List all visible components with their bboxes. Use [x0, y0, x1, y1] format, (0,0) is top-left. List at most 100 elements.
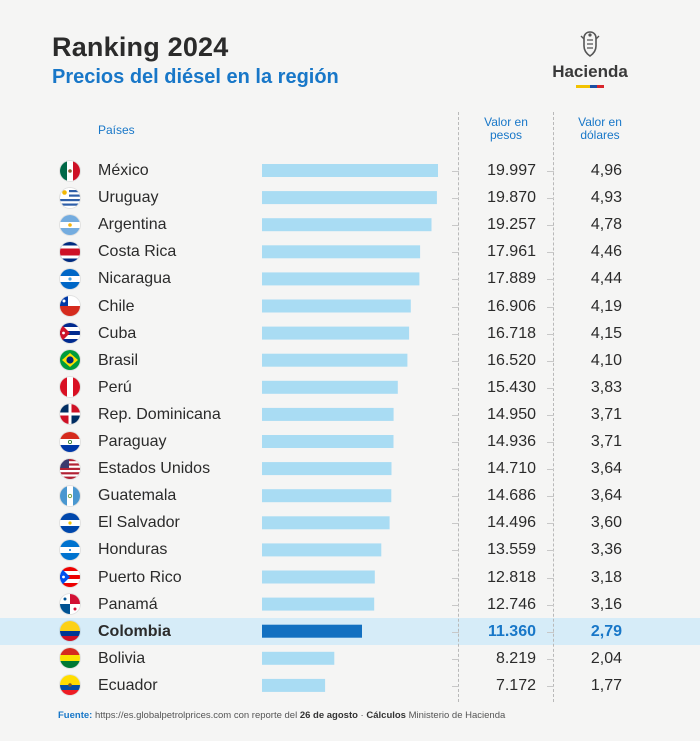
value-dollars-chile: 4,19 — [590, 297, 622, 315]
country-label-chile: Chile — [98, 297, 135, 315]
bar-uruguay — [262, 191, 437, 205]
country-label-costa-rica: Costa Rica — [98, 243, 177, 261]
bar-mexico — [262, 164, 438, 177]
footer-calc-text: Ministerio de Hacienda — [405, 710, 506, 721]
row-tick — [547, 414, 554, 416]
country-label-nicaragua: Nicaragua — [98, 270, 171, 288]
footer-source-text: https://es.globalpetrolprices.com con re… — [92, 710, 300, 721]
page-subtitle: Precios del diésel en la región — [52, 66, 339, 88]
row-tick — [547, 171, 554, 172]
country-label-cuba: Cuba — [98, 324, 137, 342]
row-tick — [547, 550, 554, 552]
row-tick — [452, 577, 459, 579]
panama-flag-icon — [60, 594, 80, 615]
honduras-flag-icon — [60, 539, 80, 560]
row-tick — [452, 279, 459, 281]
country-label-mexico: México — [98, 162, 149, 179]
bar-brasil — [262, 353, 408, 367]
country-label-guatemala: Guatemala — [98, 487, 177, 505]
row-tick — [547, 469, 554, 471]
row-tick — [547, 442, 554, 443]
cuba-flag-icon — [60, 323, 80, 344]
argentina-flag-icon — [60, 214, 80, 235]
row-tick — [547, 279, 554, 281]
column-header-dollars-line2: dólares — [580, 128, 620, 142]
value-dollars-panama: 3,16 — [590, 595, 622, 613]
column-header-pesos-line2: pesos — [489, 128, 523, 142]
country-label-brasil: Brasil — [98, 351, 139, 369]
rep-dominicana-flag-icon — [60, 404, 80, 425]
footer-calc-label: Cálculos — [366, 710, 406, 721]
value-pesos-brasil: 16.520 — [487, 351, 536, 369]
value-dollars-brasil: 4,10 — [590, 351, 622, 369]
page-title: Ranking 2024 — [52, 32, 229, 62]
value-pesos-costa-rica: 17.961 — [487, 243, 536, 261]
puerto-rico-flag-icon — [60, 567, 80, 587]
column-divider-dollars — [553, 112, 554, 702]
column-header-pesos-line1: Valor en — [484, 115, 528, 129]
row-tick — [547, 198, 554, 200]
value-dollars-estados-unidos: 3,64 — [590, 460, 622, 478]
footer-source: Fuente: https://es.globalpetrolprices.co… — [58, 710, 505, 721]
costa-rica-flag-icon — [60, 241, 80, 262]
country-label-panama: Panamá — [98, 595, 158, 613]
value-dollars-ecuador: 1,77 — [590, 676, 622, 694]
value-dollars-puerto-rico: 3,18 — [590, 568, 622, 586]
country-label-argentina: Argentina — [98, 216, 167, 234]
country-label-ecuador: Ecuador — [98, 676, 158, 694]
value-pesos-estados-unidos: 14.710 — [487, 460, 536, 478]
row-tick — [452, 360, 459, 362]
value-pesos-uruguay: 19.870 — [487, 189, 536, 207]
row-tick — [452, 604, 459, 606]
row-tick — [547, 604, 554, 606]
value-pesos-colombia: 11.360 — [487, 622, 536, 640]
bar-peru — [262, 380, 398, 394]
row-tick — [452, 306, 459, 308]
row-tick — [452, 658, 459, 660]
ecuador-flag-icon — [60, 675, 80, 696]
guatemala-flag-icon — [60, 485, 80, 506]
chile-flag-icon — [60, 296, 80, 316]
bar-costa-rica — [262, 245, 421, 259]
logo-name: Hacienda — [552, 62, 628, 81]
row-tick — [452, 631, 459, 633]
country-label-bolivia: Bolivia — [98, 649, 146, 667]
value-pesos-rep-dominicana: 14.950 — [487, 405, 536, 423]
country-label-puerto-rico: Puerto Rico — [98, 568, 182, 586]
value-dollars-uruguay: 4,93 — [590, 189, 622, 207]
value-dollars-nicaragua: 4,44 — [590, 270, 622, 288]
footer-source-label: Fuente: — [58, 710, 93, 721]
colombia-flag-icon — [60, 621, 80, 642]
peru-flag-icon — [60, 377, 80, 398]
row-tick — [452, 333, 459, 335]
value-pesos-guatemala: 14.686 — [487, 487, 536, 505]
country-label-uruguay: Uruguay — [98, 189, 159, 207]
value-dollars-bolivia: 2,04 — [590, 649, 622, 667]
value-dollars-cuba: 4,15 — [590, 324, 622, 342]
value-pesos-puerto-rico: 12.818 — [487, 568, 536, 586]
mexico-flag-icon — [60, 160, 80, 181]
hacienda-logo: Hacienda — [540, 30, 640, 100]
bar-estados-unidos — [262, 462, 392, 476]
bar-bolivia — [262, 651, 335, 665]
value-pesos-peru: 15.430 — [487, 378, 536, 396]
row-tick — [452, 198, 459, 200]
column-header-pesos: Valor en pesos — [466, 116, 546, 142]
row-tick — [547, 496, 554, 498]
value-pesos-chile: 16.906 — [487, 297, 536, 315]
estados-unidos-flag-icon — [60, 458, 80, 479]
country-label-paraguay: Paraguay — [98, 433, 167, 450]
bar-ecuador — [262, 678, 326, 692]
row-tick — [452, 252, 459, 254]
country-label-rep-dominicana: Rep. Dominicana — [98, 405, 221, 423]
row-tick — [452, 225, 459, 227]
value-pesos-cuba: 16.718 — [487, 324, 536, 342]
bar-panama — [262, 597, 375, 611]
coat-of-arms-icon — [580, 31, 600, 57]
bar-honduras — [262, 543, 382, 557]
country-label-honduras: Honduras — [98, 541, 168, 559]
row-tick — [452, 523, 459, 525]
value-dollars-guatemala: 3,64 — [590, 487, 622, 505]
bar-guatemala — [262, 489, 392, 503]
value-pesos-honduras: 13.559 — [487, 541, 536, 559]
